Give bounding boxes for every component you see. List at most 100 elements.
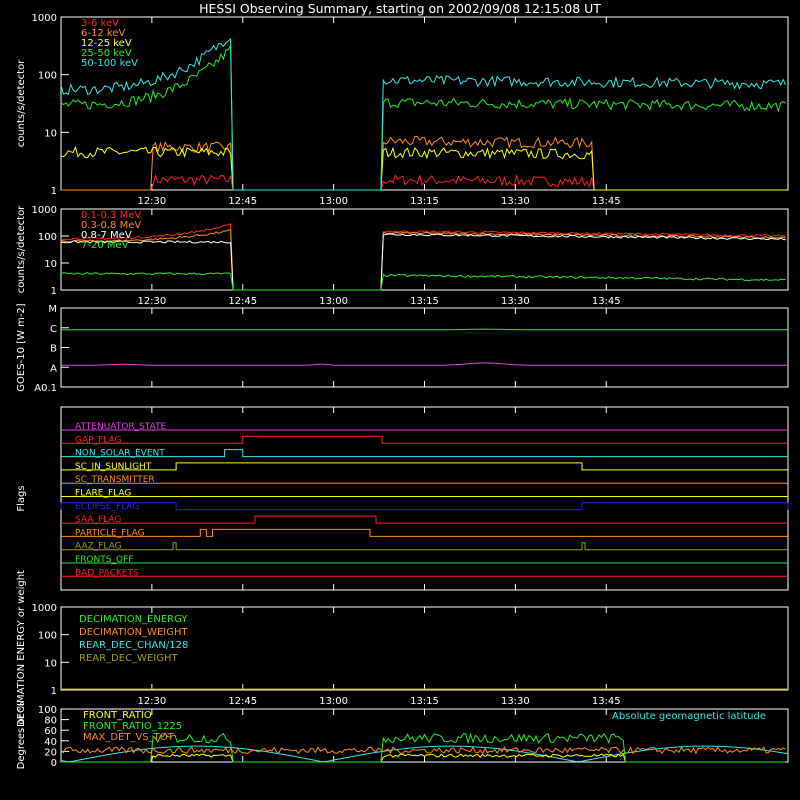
panel1-legend-4: 50-100 keV xyxy=(81,58,138,69)
decimation-ytick-label: 100 xyxy=(38,631,57,642)
panel1-frame xyxy=(60,16,789,191)
goes-series-0 xyxy=(61,328,788,331)
panel2-legend-2: 0.8-7 MeV xyxy=(81,230,132,241)
ratios-annotation: Absolute geomagnetic latitude xyxy=(612,711,766,722)
flags-ylabel: Flags xyxy=(16,485,27,511)
panel1-xtick-label: 13:45 xyxy=(592,196,621,207)
flag-line-1 xyxy=(61,435,788,444)
flag-label-4: SC_TRANSMITTER xyxy=(75,475,155,485)
ratios-ytick-label: 20 xyxy=(44,747,57,758)
panel2-xtick-label: 13:15 xyxy=(410,296,439,307)
decimation-xtick-label: 13:45 xyxy=(592,696,621,707)
flag-line-6 xyxy=(60,502,789,511)
decimation-xtick-label: 12:45 xyxy=(228,696,257,707)
ratios-ytick-label: 0 xyxy=(51,758,57,769)
panel2-series-1 xyxy=(60,229,786,291)
decimation-legend-2: REAR_DEC_CHAN/128 xyxy=(79,640,188,651)
panel1-xtick-label: 13:15 xyxy=(410,196,439,207)
flag-label-7: SAA_FLAG xyxy=(75,515,121,525)
ratios-series-2 xyxy=(60,746,786,755)
panel2-xtick-label: 13:45 xyxy=(592,296,621,307)
ratios-series-1 xyxy=(61,732,786,763)
panel2-legend-3: 7-20 MeV xyxy=(81,240,129,251)
panel2-xtick-label: 12:45 xyxy=(228,296,257,307)
flag-line-2 xyxy=(61,449,788,458)
ratios-legend-2: MAX_DET_VS_TOT xyxy=(83,732,175,743)
ratios-series-0 xyxy=(61,753,786,763)
ratios-ytick-label: 40 xyxy=(44,737,57,748)
panel2-series-0 xyxy=(60,223,786,291)
panel2-series-3 xyxy=(60,272,786,291)
panel1-legend-0: 3-6 keV xyxy=(81,18,119,29)
flag-label-6: ECLIPSE_FLAG xyxy=(75,502,139,512)
panel2-ytick-label: 1000 xyxy=(32,205,57,216)
panel2-series-2 xyxy=(60,233,786,291)
goes-series-1 xyxy=(61,362,788,366)
ratios-ylabel: Degrees or % xyxy=(16,702,27,770)
ratios-legend-0: FRONT_RATIO xyxy=(83,710,152,721)
panel2-ytick-label: 100 xyxy=(38,232,57,243)
ratios-ytick-label: 80 xyxy=(44,716,57,727)
ratios-ytick-label: 100 xyxy=(38,705,57,716)
panel1-ytick-label: 100 xyxy=(38,71,57,82)
ratios-legend-1: FRONT_RATIO_1225 xyxy=(83,721,182,732)
panel1-series-3 xyxy=(60,43,786,191)
panel1-ytick-label: 1000 xyxy=(32,13,57,24)
panel1-series-4 xyxy=(60,37,787,191)
flag-line-3 xyxy=(61,462,788,471)
flag-label-10: FRONTS_OFF xyxy=(75,555,133,565)
panel2-xtick-label: 12:30 xyxy=(137,296,166,307)
panel2-xtick-label: 13:30 xyxy=(501,296,530,307)
decimation-ytick-label: 1 xyxy=(51,686,57,697)
panel2-legend-0: 0.1-0.3 MeV xyxy=(81,210,141,221)
decimation-ytick-label: 10 xyxy=(44,658,57,669)
panel1-xtick-label: 13:00 xyxy=(319,196,348,207)
decimation-xtick-label: 13:15 xyxy=(410,696,439,707)
flag-label-5: FLARE_FLAG xyxy=(75,489,131,499)
ratios-ytick-label: 60 xyxy=(44,726,57,737)
panel1-ytick-label: 1 xyxy=(51,186,57,197)
decimation-legend-0: DECIMATION_ENERGY xyxy=(79,614,188,625)
goes-ytick-label: A0.1 xyxy=(34,383,57,394)
ratios-latitude-line xyxy=(60,745,789,763)
flag-label-0: ATTENUATOR_STATE xyxy=(75,422,167,432)
decimation-ylabel: DECIMATION ENERGY or weight xyxy=(16,570,27,727)
flag-line-7 xyxy=(61,515,788,524)
decimation-legend-3: REAR_DEC_WEIGHT xyxy=(79,653,178,664)
flag-label-11: BAD_PACKETS xyxy=(75,568,139,578)
flag-line-8 xyxy=(61,528,788,537)
goes-ytick-label: B xyxy=(50,344,57,355)
flag-label-9: AAZ_FLAG xyxy=(75,542,122,552)
flag-line-9 xyxy=(61,542,788,551)
goes-ytick-label: C xyxy=(50,324,57,335)
panel2-legend-1: 0.3-0.8 MeV xyxy=(81,220,141,231)
panel1-xtick-label: 12:30 xyxy=(137,196,166,207)
decimation-ytick-label: 1000 xyxy=(32,603,57,614)
panel1-ytick-label: 10 xyxy=(44,128,57,139)
decimation-xtick-label: 13:00 xyxy=(319,696,348,707)
panel1-series-1 xyxy=(61,135,786,191)
goes-ytick-label: M xyxy=(48,304,57,315)
decimation-xtick-label: 13:30 xyxy=(501,696,530,707)
chart-title: HESSI Observing Summary, starting on 200… xyxy=(199,1,601,16)
panel1-series-0 xyxy=(61,173,786,191)
flag-label-8: PARTICLE_FLAG xyxy=(75,528,145,538)
goes-frame xyxy=(60,307,789,388)
panel1-legend-3: 25-50 keV xyxy=(81,48,132,59)
panel2-ytick-label: 10 xyxy=(44,259,57,270)
flag-label-1: GAP_FLAG xyxy=(75,435,121,445)
goes-ytick-label: A xyxy=(50,363,57,374)
decimation-xtick-label: 12:30 xyxy=(137,696,166,707)
panel1-legend-2: 12-25 keV xyxy=(81,38,132,49)
panel2-xtick-label: 13:00 xyxy=(319,296,348,307)
panel1-xtick-label: 12:45 xyxy=(228,196,257,207)
panel1-legend-1: 6-12 keV xyxy=(81,28,125,39)
flag-label-3: SC_IN_SUNLIGHT xyxy=(75,462,152,472)
goes-ylabel: GOES-10 [W m-2] xyxy=(16,303,27,391)
panel1-ylabel: counts/s/detector xyxy=(16,59,27,147)
panel2-ylabel: counts/s/detector xyxy=(16,205,27,293)
decimation-legend-1: DECIMATION_WEIGHT xyxy=(79,627,188,638)
panel2-ytick-label: 1 xyxy=(51,286,57,297)
panel1-series-2 xyxy=(60,145,786,191)
